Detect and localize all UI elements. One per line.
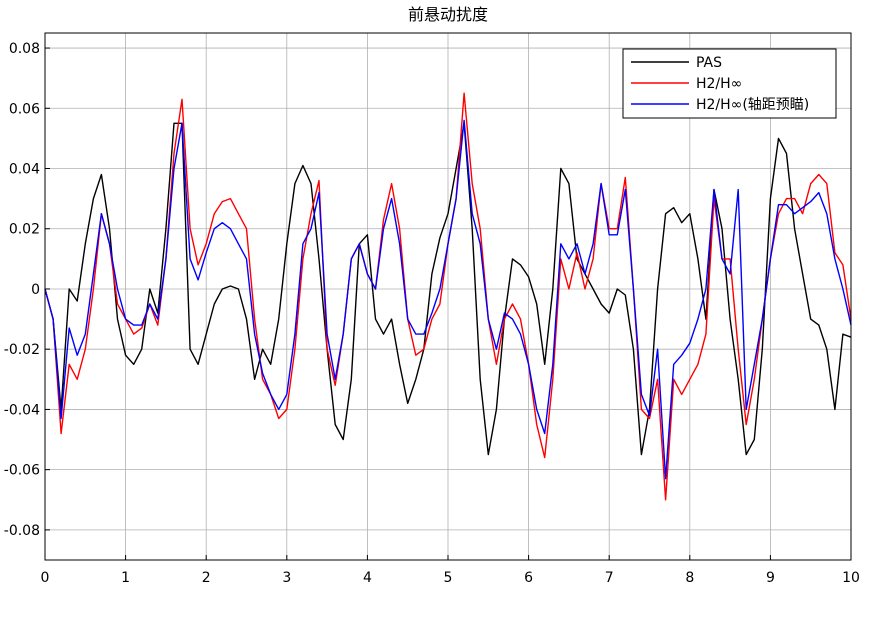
- legend-label: H2/H∞: [696, 76, 742, 92]
- x-tick-label: 1: [121, 570, 130, 586]
- y-tick-label: -0.04: [4, 402, 40, 418]
- x-tick-label: 10: [842, 570, 860, 586]
- x-tick-label: 5: [444, 570, 453, 586]
- x-tick-label: 9: [766, 570, 775, 586]
- y-tick-label: -0.08: [4, 523, 40, 539]
- x-tick-label: 8: [685, 570, 694, 586]
- legend-label: PAS: [696, 55, 722, 71]
- y-tick-label: 0.06: [9, 101, 40, 117]
- y-tick-label: -0.02: [4, 342, 40, 358]
- x-tick-label: 4: [363, 570, 372, 586]
- y-tick-label: 0.04: [9, 162, 40, 178]
- legend-label: H2/H∞(轴距预瞄): [696, 97, 809, 113]
- x-tick-label: 7: [605, 570, 614, 586]
- y-tick-label: 0.08: [9, 41, 40, 57]
- x-tick-label: 3: [282, 570, 291, 586]
- x-tick-label: 2: [202, 570, 211, 586]
- line-series: [44, 119, 852, 480]
- plot-frame: [44, 32, 852, 561]
- chart-title: 前悬动扰度: [408, 5, 488, 24]
- x-tick-label: 6: [524, 570, 533, 586]
- line-series: [44, 122, 852, 456]
- y-tick-label: -0.06: [4, 463, 40, 479]
- y-tick-label: 0.02: [9, 222, 40, 238]
- y-tick-label: 0: [31, 282, 40, 298]
- x-tick-label: 0: [41, 570, 50, 586]
